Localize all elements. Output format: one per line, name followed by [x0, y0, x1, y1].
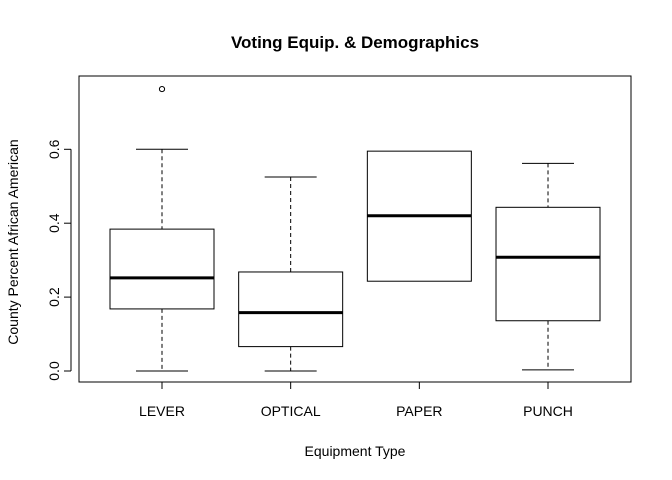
- x-axis: LEVER OPTICAL PAPER PUNCH: [139, 381, 573, 419]
- x-tick-label-lever: LEVER: [139, 403, 185, 419]
- y-tick-label: 0.2: [46, 287, 62, 307]
- iqr-box: [238, 271, 344, 348]
- boxes-group: [109, 85, 601, 372]
- y-axis: 0.0 0.2 0.4 0.6: [46, 139, 72, 381]
- box-optical: [238, 176, 344, 372]
- x-axis-label: Equipment Type: [305, 443, 406, 459]
- x-tick-label-punch: PUNCH: [523, 403, 573, 419]
- y-tick-label: 0.0: [46, 361, 62, 381]
- box-lever: [109, 85, 215, 372]
- x-tick-label-paper: PAPER: [396, 403, 442, 419]
- iqr-box: [495, 206, 601, 322]
- box-punch: [495, 162, 601, 371]
- x-tick-label-optical: OPTICAL: [261, 403, 321, 419]
- y-tick-label: 0.4: [46, 213, 62, 233]
- outlier-point: [158, 85, 166, 93]
- y-tick-label: 0.6: [46, 139, 62, 159]
- chart-title: Voting Equip. & Demographics: [231, 33, 479, 52]
- box-paper: [366, 150, 472, 282]
- iqr-box: [109, 228, 215, 310]
- y-axis-label: County Percent African American: [5, 139, 21, 344]
